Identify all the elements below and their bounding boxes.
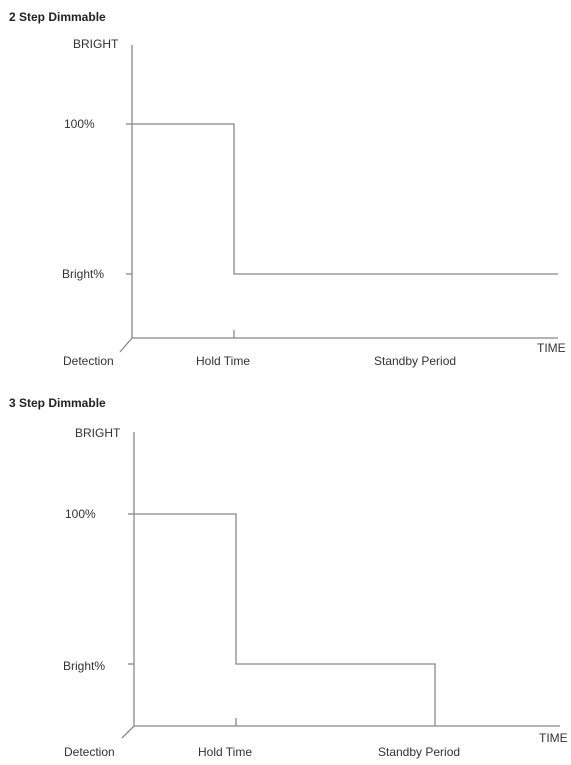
three-step-dimmable-panel: 3 Step Dimmable BRIGHT 100% Bright% Dete… <box>0 390 571 765</box>
x-axis-label: TIME <box>537 341 566 355</box>
x-tick-label-detection: Detection <box>64 745 115 759</box>
three-step-dimmable-chart: BRIGHT 100% Bright% Detection Hold Time … <box>63 426 568 759</box>
x-tick-label-standby-period: Standby Period <box>378 745 460 759</box>
x-axis-label: TIME <box>539 731 568 745</box>
y-tick-label-bright: Bright% <box>63 659 105 673</box>
origin-tick <box>119 337 133 353</box>
y-tick-label-100: 100% <box>64 117 95 131</box>
x-tick-label-detection: Detection <box>63 354 114 368</box>
y-axis-label: BRIGHT <box>75 426 121 440</box>
y-axis-label: BRIGHT <box>73 37 119 51</box>
brightness-step-series <box>132 123 558 275</box>
x-tick-label-standby-period: Standby Period <box>374 354 456 368</box>
x-tick-label-hold-time: Hold Time <box>196 354 250 368</box>
chart-title: 3 Step Dimmable <box>9 396 106 410</box>
y-tick-label-bright: Bright% <box>62 267 104 281</box>
brightness-step-series <box>134 513 436 726</box>
two-step-dimmable-chart: BRIGHT 100% Bright% Detection Hold Time … <box>62 37 566 368</box>
y-tick-label-100: 100% <box>65 507 96 521</box>
two-step-dimmable-panel: 2 Step Dimmable BRIGHT 100% Bright% Dete… <box>0 0 571 382</box>
origin-tick <box>121 725 135 739</box>
x-tick-label-hold-time: Hold Time <box>198 745 252 759</box>
chart-title: 2 Step Dimmable <box>9 10 106 24</box>
